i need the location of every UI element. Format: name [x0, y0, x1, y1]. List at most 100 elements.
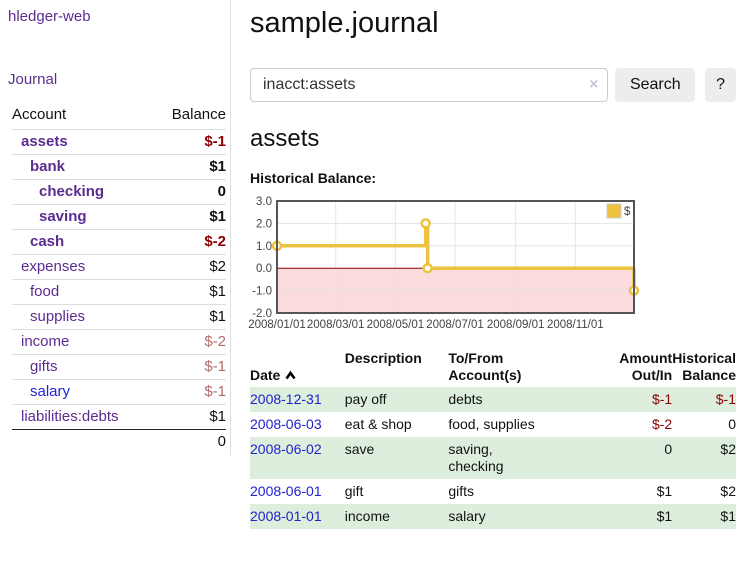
- app-title-link[interactable]: hledger-web: [8, 8, 91, 25]
- clear-search-icon[interactable]: ×: [589, 76, 599, 93]
- help-button[interactable]: ?: [705, 68, 736, 102]
- account-link[interactable]: assets: [21, 133, 68, 150]
- transaction-date-link[interactable]: 2008-06-01: [250, 483, 322, 499]
- svg-text:2008/05/01: 2008/05/01: [367, 319, 425, 331]
- transaction-date-link[interactable]: 2008-06-03: [250, 416, 322, 432]
- account-link[interactable]: bank: [30, 158, 66, 175]
- chart-label: Historical Balance:: [250, 170, 377, 186]
- legend-swatch: [606, 203, 622, 219]
- data-point: [420, 218, 431, 229]
- transaction-balance: $-1: [715, 391, 736, 407]
- account-link[interactable]: expenses: [21, 258, 86, 275]
- account-link[interactable]: liabilities:debts: [21, 408, 119, 425]
- account-row: income $-2: [12, 329, 226, 355]
- transaction-description: save: [344, 441, 375, 457]
- account-row: salary $-1: [12, 379, 226, 405]
- transaction-accounts: saving, checking: [448, 441, 504, 474]
- account-balance: 0: [153, 179, 226, 205]
- register-row[interactable]: 2008-06-03 eat & shop food, supplies $-2…: [250, 412, 736, 437]
- svg-text:3.0: 3.0: [256, 196, 272, 208]
- search-form: × Search ?: [250, 68, 736, 102]
- account-link[interactable]: salary: [30, 383, 71, 400]
- account-balance: $1: [153, 154, 226, 180]
- register-row[interactable]: 2008-12-31 pay off debts $-1 $-1: [250, 387, 736, 412]
- accounts-header-balance: Balance: [171, 106, 226, 123]
- register-header-accounts: To/From Account(s): [448, 350, 522, 383]
- register-header-row: Date Description To/From Account(s) Amou…: [250, 347, 736, 387]
- account-row: assets $-1: [12, 129, 226, 155]
- sort-asc-icon: [285, 370, 296, 380]
- account-balance: $1: [153, 279, 226, 305]
- svg-text:-1.0: -1.0: [252, 286, 272, 298]
- svg-text:2008/11/01: 2008/11/01: [547, 319, 604, 331]
- accounts-total-value: 0: [153, 429, 226, 454]
- account-link[interactable]: checking: [39, 183, 105, 200]
- transaction-description: income: [344, 508, 390, 524]
- transaction-amount: $-1: [651, 391, 673, 407]
- transaction-description: eat & shop: [344, 416, 412, 432]
- svg-text:2008/01/01: 2008/01/01: [248, 319, 306, 331]
- register-header-amount: Amount Out/In: [619, 350, 673, 383]
- transaction-balance: $1: [720, 508, 736, 524]
- account-row: supplies $1: [12, 304, 226, 330]
- svg-text:2008/07/01: 2008/07/01: [426, 319, 484, 331]
- svg-text:2008/09/01: 2008/09/01: [487, 319, 545, 331]
- account-balance: $-1: [153, 129, 226, 155]
- transaction-amount: $-2: [651, 416, 673, 432]
- data-point: [422, 262, 433, 274]
- legend-label: $: [624, 206, 631, 218]
- transaction-description: pay off: [344, 391, 387, 407]
- register-row[interactable]: 2008-06-01 gift gifts $1 $2: [250, 479, 736, 504]
- account-link[interactable]: saving: [39, 208, 87, 225]
- svg-text:0.0: 0.0: [256, 263, 272, 275]
- transaction-accounts: food, supplies: [448, 416, 535, 432]
- transaction-amount: $1: [656, 508, 673, 524]
- accounts-table: Account Balance assets $-1 bank $1 check…: [12, 102, 226, 454]
- account-link[interactable]: cash: [30, 233, 65, 250]
- transaction-accounts: gifts: [448, 483, 474, 499]
- register-table: Date Description To/From Account(s) Amou…: [250, 347, 736, 529]
- search-button[interactable]: Search: [615, 68, 696, 102]
- accounts-total-row: 0: [12, 429, 226, 454]
- transaction-accounts: salary: [448, 508, 486, 524]
- search-input[interactable]: [250, 68, 609, 102]
- accounts-header-account: Account: [12, 106, 67, 123]
- account-link[interactable]: food: [30, 283, 60, 300]
- account-row: expenses $2: [12, 254, 226, 280]
- svg-text:1.0: 1.0: [256, 241, 272, 253]
- register-row[interactable]: 2008-01-01 income salary $1 $1: [250, 504, 736, 529]
- svg-text:2.0: 2.0: [256, 218, 272, 230]
- account-link[interactable]: income: [21, 333, 70, 350]
- page-title: sample.journal: [250, 7, 439, 39]
- account-balance: $-2: [153, 229, 226, 255]
- register-row[interactable]: 2008-06-02 save saving, checking 0 $2: [250, 437, 736, 479]
- account-row: saving $1: [12, 204, 226, 230]
- sidebar: hledger-web Journal Account Balance asse…: [0, 0, 231, 456]
- transaction-balance: $2: [720, 483, 736, 499]
- account-balance: $2: [153, 254, 226, 280]
- transaction-date-link[interactable]: 2008-01-01: [250, 508, 322, 524]
- sidebar-item-journal[interactable]: Journal: [8, 71, 58, 88]
- transaction-accounts: debts: [448, 391, 483, 407]
- account-balance: $1: [153, 204, 226, 230]
- transaction-date-link[interactable]: 2008-12-31: [250, 391, 322, 407]
- svg-text:-2.0: -2.0: [252, 308, 272, 320]
- account-balance: $1: [153, 304, 226, 330]
- account-row: cash $-2: [12, 229, 226, 255]
- account-link[interactable]: gifts: [30, 358, 58, 375]
- account-balance: $-2: [153, 329, 226, 355]
- account-link[interactable]: supplies: [30, 308, 86, 325]
- transaction-date-link[interactable]: 2008-06-02: [250, 441, 322, 457]
- account-balance: $-1: [153, 354, 226, 380]
- account-page-title: assets: [250, 125, 320, 152]
- main-panel: sample.journal × Search ? assets Histori…: [248, 0, 736, 529]
- account-row: gifts $-1: [12, 354, 226, 380]
- account-balance: $-1: [153, 379, 226, 405]
- historical-balance-chart: $3.0 2.0 1.0 0.0 -1.0 -2.0 2008/01/01 2008/03/0…: [248, 194, 650, 336]
- register-header-date[interactable]: Date: [250, 347, 345, 387]
- transaction-balance: $2: [720, 441, 736, 457]
- account-row: bank $1: [12, 154, 226, 180]
- svg-text:2008/03/01: 2008/03/01: [307, 319, 365, 331]
- transaction-amount: 0: [664, 441, 673, 457]
